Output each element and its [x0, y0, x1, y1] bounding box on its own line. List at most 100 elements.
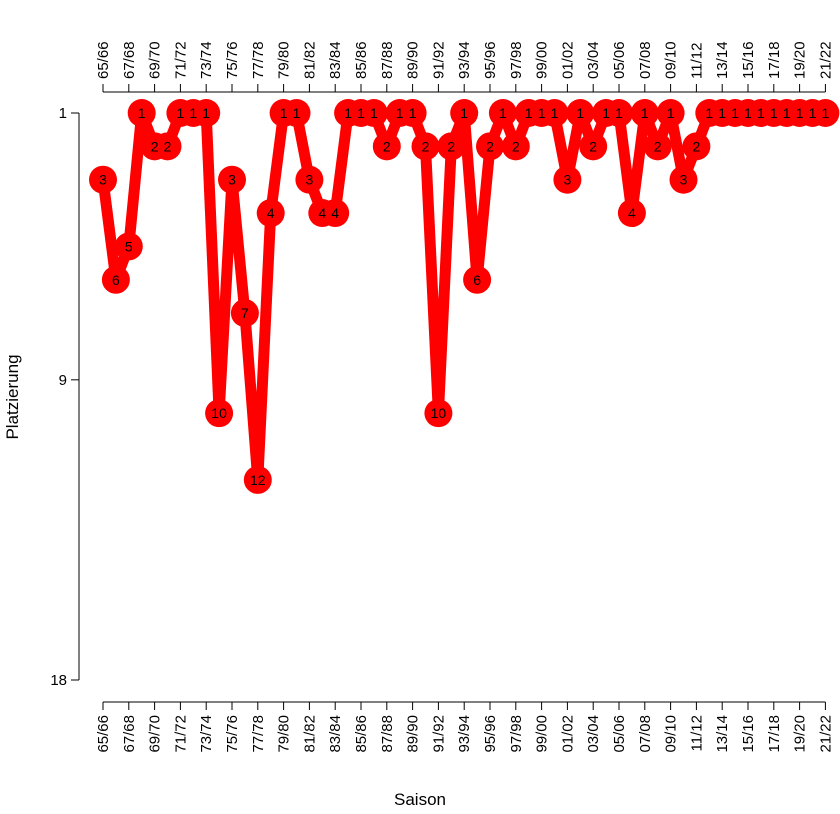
top-x-tick-label: 91/92 — [430, 41, 447, 79]
bottom-x-tick-label: 05/06 — [611, 715, 628, 753]
data-point — [218, 165, 246, 194]
data-point — [411, 132, 440, 161]
data-point — [579, 132, 608, 161]
data-label: 3 — [564, 172, 572, 188]
data-point — [540, 99, 569, 127]
data-label: 4 — [267, 205, 275, 221]
data-point — [501, 132, 530, 161]
data-label: 7 — [241, 305, 249, 321]
top-x-tick-label: 75/76 — [224, 41, 241, 79]
top-x-tick-label: 67/68 — [121, 41, 138, 79]
top-x-tick-label: 81/82 — [301, 41, 318, 79]
data-point — [192, 99, 221, 127]
data-label: 4 — [331, 205, 339, 221]
data-label: 5 — [125, 238, 133, 254]
bottom-x-tick-label: 11/12 — [688, 715, 705, 751]
bottom-x-tick-label: 19/20 — [792, 715, 809, 753]
data-label: 1 — [370, 105, 378, 121]
data-point — [205, 399, 234, 428]
bottom-x-tick-label: 79/80 — [276, 715, 293, 753]
data-point — [566, 99, 595, 127]
data-label: 1 — [796, 105, 804, 121]
series-line — [97, 107, 831, 486]
data-label: 6 — [112, 272, 120, 288]
data-point — [321, 199, 350, 228]
top-x-tick-label: 11/12 — [688, 43, 705, 79]
data-label: 6 — [473, 272, 481, 288]
data-point — [630, 99, 659, 127]
top-x-tick-label: 73/74 — [198, 41, 215, 79]
data-label: 1 — [615, 105, 623, 121]
top-x-tick-label: 71/72 — [172, 41, 189, 79]
data-point — [114, 232, 143, 261]
bottom-x-tick-label: 21/22 — [817, 715, 834, 753]
bottom-x-tick-label: 65/66 — [95, 715, 112, 753]
top-x-tick-label: 87/88 — [379, 41, 396, 79]
data-label: 2 — [589, 138, 597, 154]
bottom-x-tick-label: 69/70 — [147, 715, 164, 753]
data-label: 1 — [138, 105, 146, 121]
data-point — [256, 199, 285, 228]
data-label: 10 — [211, 405, 227, 421]
bottom-x-tick-label: 85/86 — [353, 715, 370, 753]
data-point — [89, 165, 117, 194]
bottom-x-tick-label: 03/04 — [585, 715, 602, 753]
data-label: 2 — [447, 138, 455, 154]
data-point — [230, 299, 259, 328]
bottom-x-tick-label: 95/96 — [482, 715, 499, 753]
data-label: 4 — [318, 205, 326, 221]
data-point — [127, 99, 156, 127]
bottom-x-tick-label: 97/98 — [508, 715, 525, 753]
bottom-x-tick-label: 01/02 — [559, 715, 576, 753]
data-label: 1 — [344, 105, 352, 121]
top-x-tick-label: 97/98 — [508, 41, 525, 79]
data-point — [488, 99, 517, 127]
data-label: 2 — [512, 138, 520, 154]
top-x-tick-label: 83/84 — [327, 41, 344, 79]
top-x-tick-label: 21/22 — [817, 41, 834, 79]
data-label: 1 — [641, 105, 649, 121]
data-point — [617, 199, 646, 228]
top-x-tick-label: 89/90 — [405, 41, 422, 79]
top-x-tick-label: 03/04 — [585, 41, 602, 79]
bottom-x-tick-label: 93/94 — [456, 715, 473, 753]
data-point — [398, 99, 427, 127]
data-label: 2 — [422, 138, 430, 154]
data-label: 1 — [525, 105, 533, 121]
bottom-x-tick-label: 13/14 — [714, 715, 731, 753]
data-label: 2 — [151, 138, 159, 154]
data-label: 1 — [280, 105, 288, 121]
top-x-tick-label: 79/80 — [276, 41, 293, 79]
data-point — [656, 99, 685, 127]
bottom-x-tick-label: 99/00 — [534, 715, 551, 753]
data-label: 1 — [667, 105, 675, 121]
data-label: 1 — [718, 105, 726, 121]
bottom-x-tick-label: 15/16 — [740, 715, 757, 753]
data-label: 1 — [202, 105, 210, 121]
top-x-tick-label: 13/14 — [714, 41, 731, 79]
data-label: 1 — [460, 105, 468, 121]
bottom-x-tick-label: 71/72 — [172, 715, 189, 753]
data-label: 3 — [680, 172, 688, 188]
data-point — [359, 99, 388, 127]
data-point — [811, 99, 840, 127]
data-label: 1 — [770, 105, 778, 121]
data-label: 10 — [431, 405, 447, 421]
y-tick-label: 1 — [59, 105, 67, 122]
data-label: 1 — [357, 105, 365, 121]
bottom-x-tick-label: 89/90 — [405, 715, 422, 753]
bottom-x-tick-label: 09/10 — [663, 715, 680, 753]
data-point — [463, 265, 492, 294]
data-point — [669, 165, 698, 194]
bottom-x-tick-label: 81/82 — [301, 715, 318, 753]
data-label: 3 — [228, 172, 236, 188]
bottom-x-tick-label: 83/84 — [327, 715, 344, 753]
top-x-tick-label: 15/16 — [740, 41, 757, 79]
data-point — [605, 99, 633, 127]
axes: 1 9 18 65/66 65/66 67/68 67/68 69/70 69/70 71/72 7… — [50, 41, 834, 752]
top-x-tick-label: 17/18 — [766, 41, 783, 79]
data-point — [282, 99, 311, 127]
data-point — [243, 465, 272, 494]
data-label: 2 — [654, 138, 662, 154]
